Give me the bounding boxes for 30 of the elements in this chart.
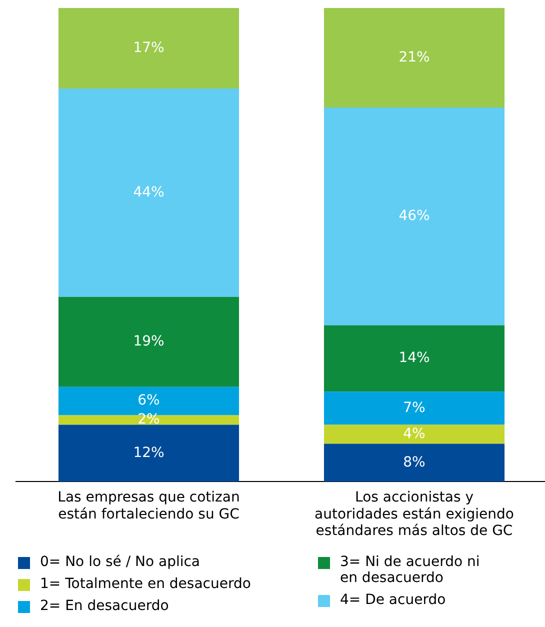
bar [58,8,240,89]
legend-label: 4= De acuerdo [340,592,447,608]
bar [324,392,505,425]
bar [324,107,505,326]
data-label: 17% [133,40,164,56]
data-label: 8% [403,454,426,470]
data-label: 46% [398,208,430,224]
bar [324,325,505,392]
bar [324,8,505,108]
bar [58,88,240,297]
data-label: 19% [133,334,164,350]
data-label: 44% [133,184,164,200]
data-label: 14% [398,350,430,366]
data-label: 21% [398,49,430,66]
data-label: 2% [138,412,160,428]
legend-label: 1= Totalmente en desacuerdo [40,576,252,592]
bar [58,415,240,425]
data-label: 4% [403,426,426,442]
bar [324,424,505,444]
legend-label: 2= En desacuerdo [40,598,170,614]
legend-label: 3= Ni de acuerdo ni en desacuerdo [340,554,481,586]
data-label: 6% [138,392,160,409]
data-label: 7% [403,400,426,416]
data-label: 12% [133,444,164,461]
x-tick-label: Las empresas que cotizan están fortaleciendo su GC [58,490,240,522]
bar [58,296,240,387]
bar [324,444,505,482]
x-tick-label: Los accionistas y autoridades están exigiendo estándares más altos de GC [314,490,514,540]
legend-label: 0= No lo sé / No aplica [40,554,202,570]
bar [58,424,240,482]
